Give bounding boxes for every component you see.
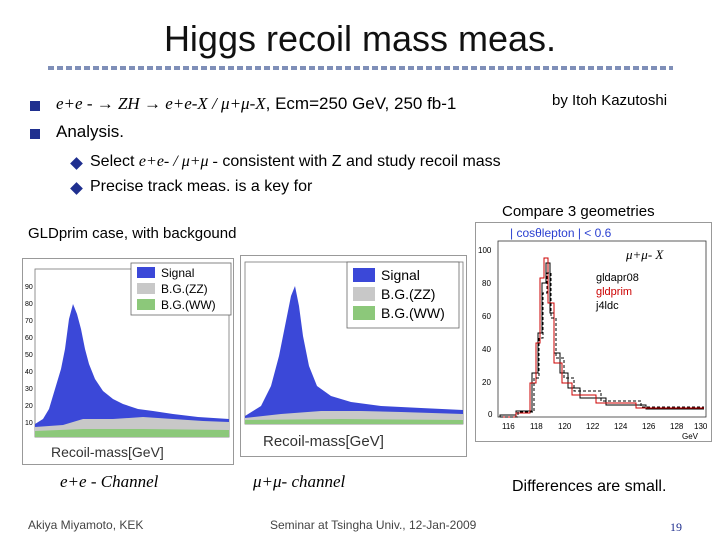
- x-tick: 122: [586, 422, 600, 431]
- legend-swatch-ww: [353, 306, 375, 320]
- bullet-square-icon: [30, 129, 40, 139]
- footer-author: Akiya Miyamoto, KEK: [28, 518, 144, 532]
- y-tick: 80: [482, 279, 491, 288]
- y-tick: 40: [25, 369, 33, 376]
- sub-bullet-diamond-icon: [70, 157, 83, 170]
- sub-bullet-diamond-icon: [70, 182, 83, 195]
- x-tick: 124: [614, 422, 628, 431]
- y-tick: 20: [482, 378, 491, 387]
- ee-ww-area: [35, 429, 229, 437]
- y-tick: 60: [25, 335, 33, 342]
- right-caption: Compare 3 geometries: [502, 203, 655, 220]
- y-tick: 0: [488, 410, 493, 419]
- legend-gldprim: gldprim: [596, 286, 632, 298]
- sub-bullet-precise: Precise track meas. is a key for: [90, 178, 313, 195]
- y-tick: 70: [25, 318, 33, 325]
- y-tick: 60: [482, 312, 491, 321]
- mm-channel-label: μ+μ- channel: [253, 472, 346, 491]
- legend-swatch-ww: [137, 299, 155, 310]
- footer-event: Seminar at Tsingha Univ., 12-Jan-2009: [270, 518, 477, 532]
- ee-signal-area: [35, 304, 229, 437]
- legend-gldapr08: gldapr08: [596, 272, 639, 284]
- page-number: 19: [670, 520, 682, 534]
- title-underline: [48, 66, 673, 70]
- mm-recoil-histogram: Signal B.G.(ZZ) B.G.(WW) Recoil-mass[GeV…: [240, 255, 467, 457]
- legend-swatch-zz: [137, 283, 155, 294]
- mm-histogram-svg: Signal B.G.(ZZ) B.G.(WW) Recoil-mass[GeV…: [244, 261, 464, 450]
- ee-histogram-svg: 90 80 70 60 50 40 30 20 10 Signal B.G.(Z…: [25, 262, 232, 460]
- geometry-comparison-plot: | cosθlepton | < 0.6 μ+μ- X gldapr08 gld…: [475, 222, 712, 442]
- bullet-process: e+e - → ZH → e+e-X / μ+μ-X, Ecm=250 GeV,…: [56, 94, 456, 114]
- legend-swatch-signal: [137, 267, 155, 278]
- y-tick: 90: [25, 284, 33, 291]
- y-tick: 80: [25, 301, 33, 308]
- select-text-rest: consistent with Z and study recoil mass: [222, 153, 501, 170]
- y-tick: 30: [25, 386, 33, 393]
- bullet-analysis: Analysis.: [56, 122, 125, 141]
- ee-channel-label: e+e - Channel: [60, 472, 159, 491]
- y-tick: 20: [25, 403, 33, 410]
- mm-legend: Signal B.G.(ZZ) B.G.(WW): [346, 261, 460, 329]
- x-tick: 130: [694, 422, 708, 431]
- gldprim-line: [500, 257, 704, 418]
- x-unit: GeV: [682, 432, 699, 441]
- mm-signal-area: [245, 286, 463, 424]
- y-tick: 10: [25, 420, 33, 427]
- y-tick: 100: [478, 246, 492, 255]
- y-tick: 40: [482, 345, 491, 354]
- x-tick: 128: [670, 422, 684, 431]
- process-params: , Ecm=250 GeV, 250 fb-1: [265, 94, 457, 113]
- legend-swatch-signal: [353, 268, 375, 282]
- legend-label: B.G.(ZZ): [161, 282, 208, 296]
- x-tick: 126: [642, 422, 656, 431]
- geometry-plot-svg: | cosθlepton | < 0.6 μ+μ- X gldapr08 gld…: [478, 226, 708, 441]
- process-formula: e+e - → ZH → e+e-X / μ+μ-X: [56, 94, 266, 113]
- select-text: Select: [90, 153, 135, 170]
- sub-bullet-select: Select e+e- / μ+μ - consistent with Z an…: [90, 153, 501, 171]
- legend-j4ldc: j4ldc: [595, 300, 619, 312]
- y-tick: 50: [25, 352, 33, 359]
- legend-label: B.G.(WW): [161, 298, 216, 312]
- x-tick: 120: [558, 422, 572, 431]
- select-formula: e+e- / μ+μ -: [138, 153, 218, 170]
- legend-label: Signal: [381, 267, 420, 283]
- legend-swatch-zz: [353, 287, 375, 301]
- legend-label: B.G.(WW): [381, 305, 445, 321]
- channel-label: μ+μ- X: [625, 247, 664, 262]
- ee-recoil-histogram: 90 80 70 60 50 40 30 20 10 Signal B.G.(Z…: [22, 258, 234, 465]
- cut-label: | cosθlepton | < 0.6: [510, 226, 612, 240]
- x-tick: 116: [502, 422, 515, 431]
- mm-ww-area: [245, 419, 463, 424]
- x-tick: 118: [530, 422, 543, 431]
- author-credit: by Itoh Kazutoshi: [552, 92, 668, 109]
- bullet-square-icon: [30, 101, 40, 111]
- gldapr08-line: [499, 262, 704, 417]
- legend-label: B.G.(ZZ): [381, 286, 435, 302]
- j4ldc-line: [500, 272, 704, 418]
- ee-legend: Signal B.G.(ZZ) B.G.(WW): [130, 262, 232, 316]
- conclusion-text: Differences are small.: [512, 478, 667, 495]
- left-caption: GLDprim case, with backgound: [28, 225, 237, 242]
- x-axis-label: Recoil-mass[GeV]: [51, 444, 164, 460]
- x-axis-label: Recoil-mass[GeV]: [263, 433, 384, 450]
- legend-label: Signal: [161, 266, 194, 280]
- slide-title: Higgs recoil mass meas.: [163, 18, 557, 59]
